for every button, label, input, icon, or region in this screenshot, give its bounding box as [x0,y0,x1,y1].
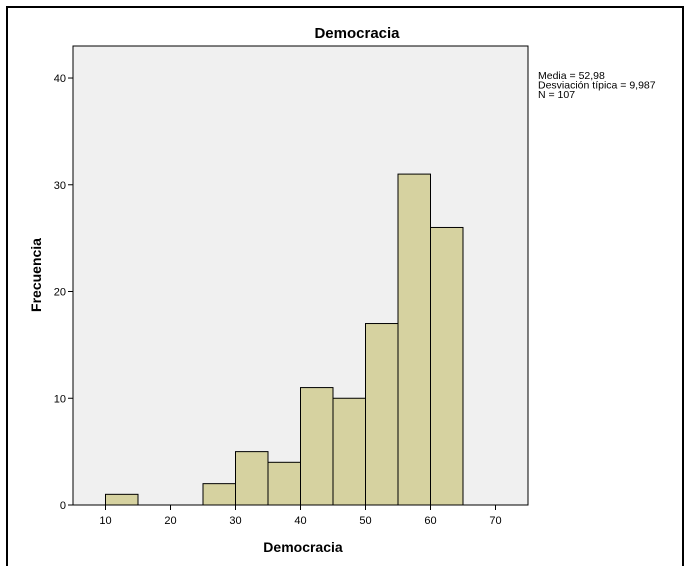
histogram-bar [397,173,431,506]
stat-line: N = 107 [538,89,575,101]
x-tick-label: 70 [489,515,501,527]
histogram-bar [365,323,399,506]
histogram-bar [300,387,334,506]
stat-line: Desviación típica = 9,987 [538,80,656,92]
histogram-bar [332,397,366,506]
bars-group [105,173,464,506]
x-axis-label: Democracia [263,539,343,555]
y-tick-label: 20 [54,287,66,299]
y-tick-label: 40 [54,73,66,85]
histogram-bar [202,483,236,506]
x-tick-label: 50 [359,515,371,527]
x-axis: 10 20 30 40 50 60 70 [99,505,502,527]
histogram-bar [105,493,139,506]
x-tick-label: 40 [294,515,306,527]
x-tick-label: 20 [164,515,176,527]
y-tick-label: 30 [54,180,66,192]
y-tick-label: 0 [60,500,66,512]
x-tick-label: 60 [424,515,436,527]
x-tick-label: 30 [229,515,241,527]
y-axis: 0 10 20 30 40 [54,73,73,512]
y-tick-label: 10 [54,393,66,405]
histogram-bar [235,451,269,506]
x-tick-label: 10 [99,515,111,527]
stat-line: Media = 52,98 [538,70,605,82]
histogram-bar [430,226,464,506]
chart-title: Democracia [314,25,400,42]
histogram-bar [267,461,301,506]
y-axis-label: Frecuencia [28,238,44,312]
